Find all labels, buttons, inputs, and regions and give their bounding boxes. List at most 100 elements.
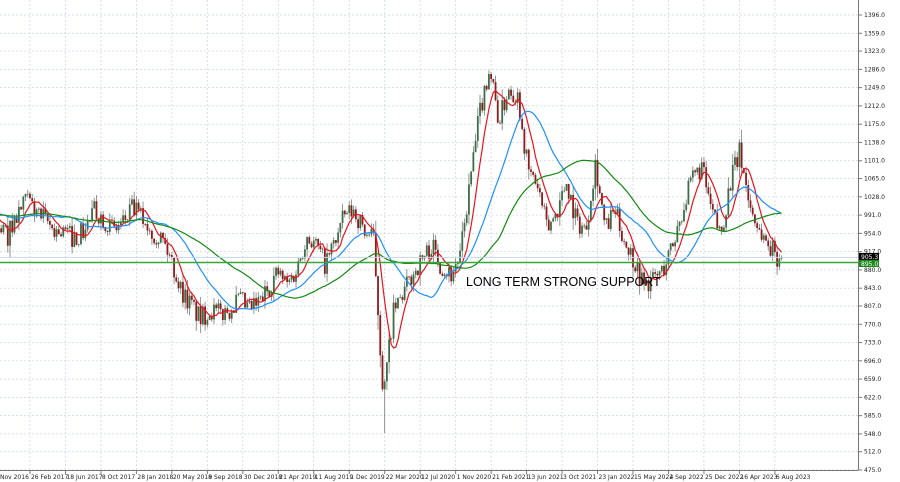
candle-body	[17, 206, 20, 223]
y-tick-label: 1286.0	[864, 66, 885, 73]
candle-body	[397, 297, 399, 309]
candle-body	[530, 169, 532, 172]
candle-body	[9, 220, 11, 246]
candle-body	[547, 219, 550, 231]
candle-body	[421, 255, 424, 259]
candle-body	[472, 152, 475, 172]
candle-body	[162, 232, 164, 238]
candle-body	[204, 306, 207, 325]
candle-body	[705, 167, 708, 188]
candle-body	[190, 295, 193, 300]
candle-body	[674, 242, 677, 247]
candle-body	[117, 224, 120, 231]
candle-body	[505, 99, 508, 111]
candle-body	[13, 217, 16, 233]
candle-body	[0, 228, 3, 233]
candle-body	[177, 281, 180, 289]
y-tick-label: 1323.0	[864, 48, 885, 55]
candle-body	[450, 267, 453, 282]
candle-body	[437, 249, 439, 264]
candle-body	[381, 355, 384, 390]
candle-body	[536, 183, 539, 189]
candle-body	[221, 309, 224, 320]
candle-body	[736, 157, 739, 168]
candle-body	[638, 262, 641, 285]
candle-body	[201, 306, 204, 325]
x-tick-label: 3 Oct 2021	[563, 474, 596, 481]
candle-body	[680, 221, 683, 223]
candle-body	[237, 294, 240, 295]
candle-body	[636, 262, 639, 272]
x-tick-label: 9 Sep 2018	[208, 474, 242, 481]
candle-body	[399, 297, 402, 298]
candle-body	[330, 243, 333, 255]
candle-body	[346, 212, 348, 215]
candle-body	[383, 381, 386, 390]
candle-body	[507, 89, 510, 100]
candle-body	[319, 245, 322, 250]
candle-body	[707, 187, 710, 194]
x-tick-label: 23 Jan 2022	[599, 474, 635, 481]
candle-body	[197, 306, 200, 321]
candle-body	[607, 218, 610, 229]
candle-body	[561, 191, 563, 201]
candle-body	[80, 223, 82, 245]
candle-body	[414, 270, 417, 275]
candle-body	[186, 289, 189, 309]
candle-body	[663, 265, 665, 276]
candle-body	[170, 255, 173, 258]
candle-body	[148, 230, 151, 232]
candle-body	[57, 229, 60, 235]
candle-body	[359, 214, 362, 229]
candle-body	[452, 271, 455, 282]
candle-body	[295, 274, 297, 282]
candle-body	[454, 263, 457, 272]
candle-body	[290, 276, 293, 280]
candle-body	[379, 315, 382, 356]
y-tick-label: 1028.0	[864, 194, 885, 201]
candle-body	[516, 92, 519, 103]
candle-body	[647, 280, 650, 292]
candle-body	[179, 281, 182, 289]
candle-body	[669, 243, 672, 251]
candle-body	[652, 272, 654, 278]
candle-body	[135, 202, 138, 216]
y-tick-label: 843.0	[864, 285, 881, 292]
candle-body	[594, 159, 597, 189]
candle-body	[729, 188, 732, 191]
candle-body	[563, 190, 566, 192]
candle-body	[239, 292, 242, 295]
support-annotation: LONG TERM STRONG SUPPORT	[466, 275, 661, 289]
candle-body	[541, 192, 543, 206]
candle-body	[616, 208, 619, 215]
candle-body	[363, 224, 366, 236]
candle-body	[235, 294, 238, 313]
candle-body	[55, 229, 58, 237]
x-tick-label: 21 Feb 2021	[492, 474, 530, 481]
y-tick-label: 991.0	[864, 212, 881, 219]
candle-body	[151, 230, 153, 239]
candle-body	[343, 210, 346, 215]
candle-body	[747, 185, 750, 201]
candle-body	[328, 253, 331, 255]
candle-body	[155, 243, 158, 245]
candle-body	[527, 149, 530, 170]
y-tick-label: 917.0	[864, 249, 881, 256]
candle-body	[53, 228, 56, 237]
candle-body	[184, 289, 187, 303]
candle-body	[44, 208, 47, 215]
candle-body	[720, 226, 723, 232]
support-price-tag: 895.0	[859, 260, 879, 268]
x-tick-label: 22 Mar 2020	[386, 474, 424, 481]
candle-body	[261, 296, 264, 302]
candle-body	[51, 224, 54, 229]
x-tick-label: Nov 2016	[0, 474, 29, 481]
candle-body	[698, 167, 701, 180]
candle-body	[749, 200, 752, 208]
candle-body	[26, 193, 29, 195]
candle-body	[754, 214, 756, 224]
candle-body	[266, 286, 269, 292]
x-tick-label: 6 Aug 2023	[776, 474, 811, 481]
candle-body	[691, 170, 694, 178]
candle-body	[718, 226, 721, 229]
